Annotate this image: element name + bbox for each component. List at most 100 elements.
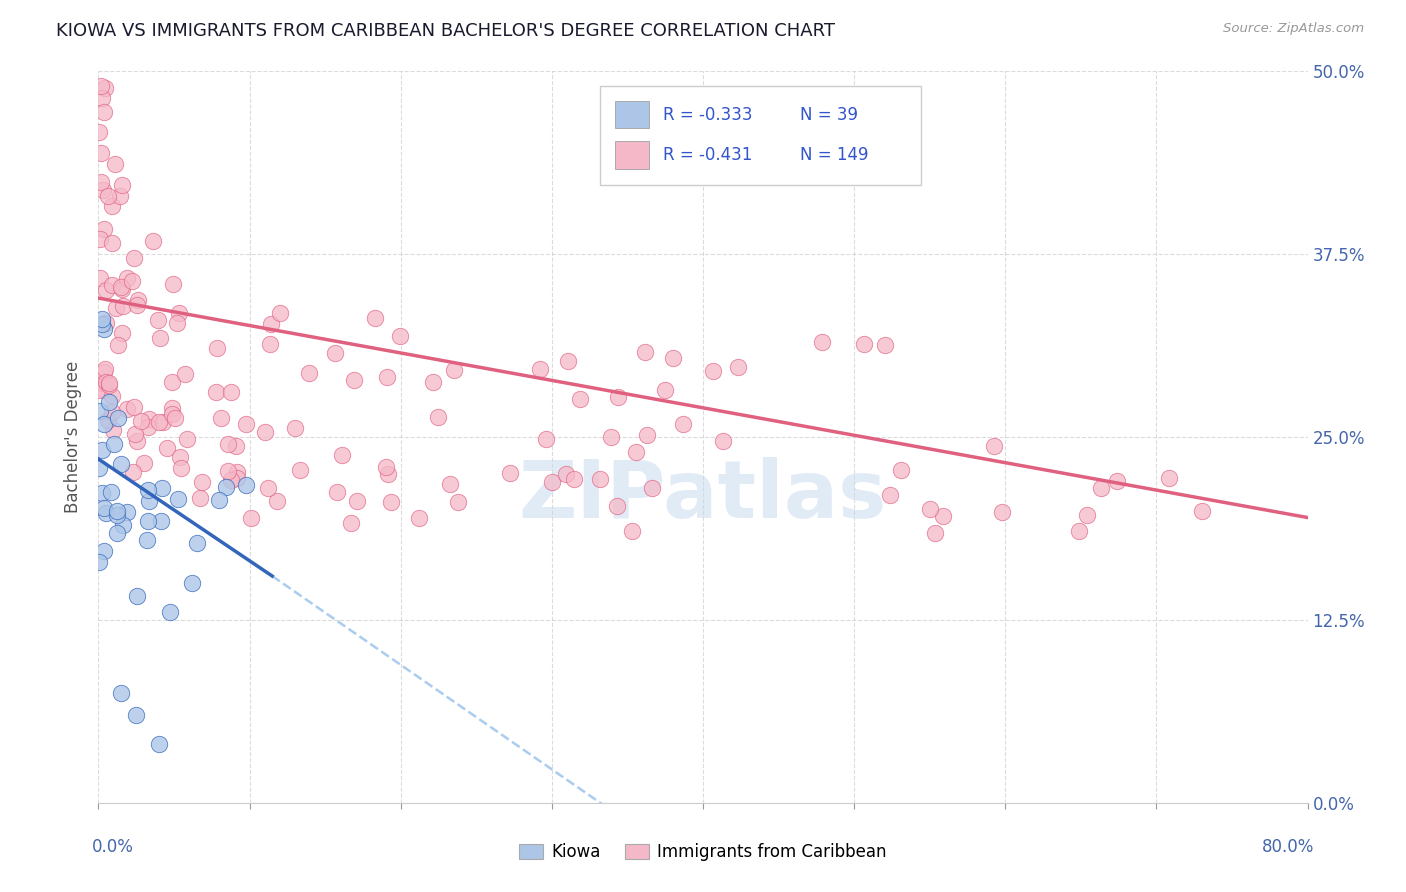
- Point: [89, 232, 111, 246]
- Point: [91, 311, 114, 326]
- Point: [105, 504, 128, 518]
- Point: [641, 481, 664, 495]
- Point: [176, 432, 198, 446]
- Point: [253, 425, 276, 439]
- Point: [129, 414, 152, 428]
- Point: [148, 737, 170, 751]
- Point: [90, 78, 112, 93]
- Point: [138, 420, 160, 434]
- Point: [208, 492, 231, 507]
- Point: [93, 544, 115, 558]
- Point: [225, 466, 247, 480]
- Point: [91, 442, 114, 457]
- Point: [186, 535, 208, 549]
- Text: N = 39: N = 39: [800, 105, 858, 123]
- Point: [427, 410, 450, 425]
- Point: [93, 80, 115, 95]
- Text: 0.0%: 0.0%: [91, 838, 134, 855]
- Point: [266, 493, 288, 508]
- Point: [298, 366, 321, 380]
- Point: [498, 467, 520, 481]
- Point: [380, 495, 402, 509]
- Point: [87, 125, 110, 139]
- Point: [93, 417, 115, 432]
- Point: [226, 471, 249, 485]
- Point: [205, 384, 228, 399]
- Point: [326, 484, 349, 499]
- Point: [569, 392, 592, 406]
- Point: [711, 434, 734, 448]
- Point: [100, 485, 122, 500]
- Point: [288, 463, 311, 477]
- Point: [98, 395, 121, 409]
- Text: N = 149: N = 149: [800, 145, 869, 164]
- Point: [1076, 508, 1098, 522]
- Point: [87, 384, 110, 398]
- Point: [103, 437, 125, 451]
- Point: [91, 376, 114, 390]
- Point: [94, 506, 117, 520]
- Point: [101, 199, 124, 213]
- Point: [150, 514, 173, 528]
- Point: [557, 354, 579, 368]
- Point: [115, 402, 138, 417]
- Y-axis label: Bachelor's Degree: Bachelor's Degree: [65, 361, 83, 513]
- Point: [727, 359, 749, 374]
- Point: [541, 475, 564, 489]
- Point: [87, 555, 110, 569]
- Point: [150, 481, 173, 495]
- Point: [180, 575, 202, 590]
- Point: [160, 401, 183, 415]
- Text: R = -0.431: R = -0.431: [664, 145, 752, 164]
- Point: [169, 305, 191, 319]
- Point: [555, 467, 578, 481]
- Point: [364, 311, 387, 326]
- Point: [91, 184, 114, 198]
- Point: [111, 517, 134, 532]
- Point: [339, 516, 361, 530]
- Point: [169, 450, 191, 465]
- Point: [166, 316, 188, 330]
- Point: [110, 178, 132, 192]
- Point: [138, 494, 160, 508]
- Point: [873, 338, 896, 352]
- Point: [93, 222, 115, 236]
- Bar: [614, 101, 648, 128]
- Text: 80.0%: 80.0%: [1263, 838, 1315, 855]
- Point: [163, 410, 186, 425]
- Point: [388, 329, 411, 343]
- Point: [96, 413, 118, 427]
- Point: [124, 252, 146, 266]
- Point: [93, 365, 115, 379]
- Bar: [614, 141, 648, 169]
- Point: [136, 514, 159, 528]
- Point: [94, 316, 117, 330]
- Point: [284, 421, 307, 435]
- Point: [633, 345, 655, 359]
- Point: [235, 417, 257, 431]
- Point: [94, 284, 117, 298]
- Point: [122, 401, 145, 415]
- Point: [607, 390, 630, 404]
- Point: [1191, 504, 1213, 518]
- Point: [662, 351, 685, 365]
- Point: [235, 478, 257, 492]
- Text: Source: ZipAtlas.com: Source: ZipAtlas.com: [1223, 22, 1364, 36]
- Point: [346, 494, 368, 508]
- Point: [330, 448, 353, 462]
- Point: [93, 383, 115, 397]
- Point: [110, 279, 132, 293]
- Point: [98, 376, 121, 390]
- Point: [103, 424, 125, 438]
- Point: [626, 444, 648, 458]
- Point: [90, 91, 112, 105]
- Point: [115, 505, 138, 519]
- Point: [205, 341, 228, 355]
- Point: [562, 471, 585, 485]
- Point: [100, 389, 122, 403]
- Point: [93, 322, 115, 336]
- Point: [105, 301, 128, 315]
- Text: ZIPatlas: ZIPatlas: [519, 457, 887, 534]
- Point: [219, 385, 242, 400]
- Point: [174, 367, 197, 381]
